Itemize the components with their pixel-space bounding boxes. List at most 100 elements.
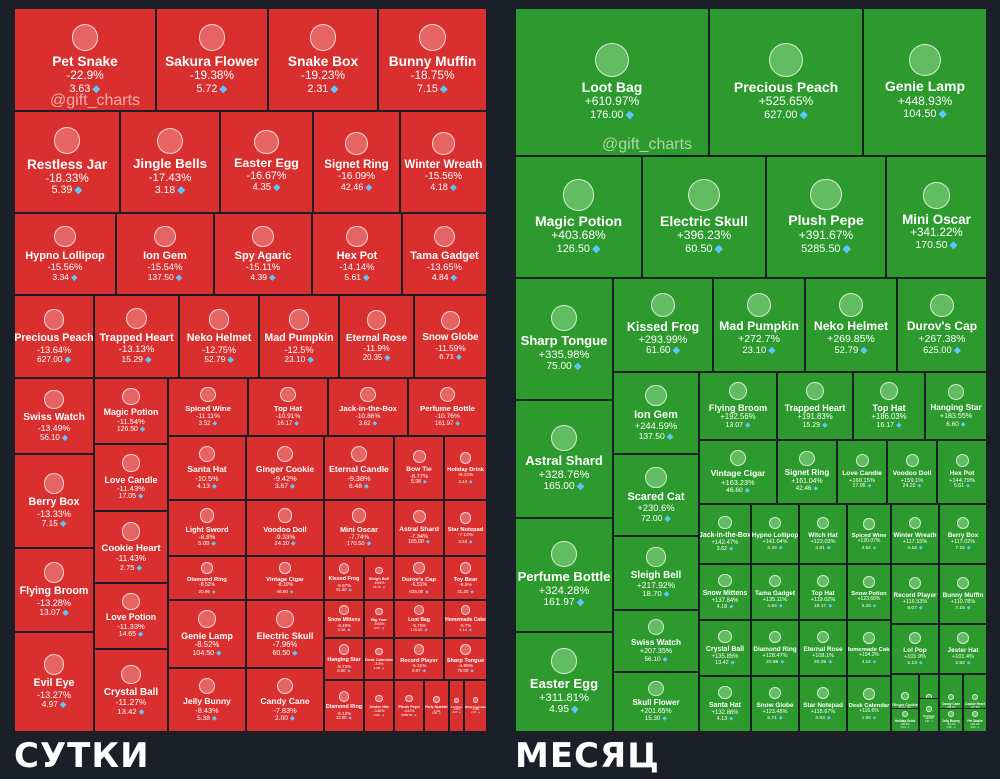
tile-price: 20.95 ◆ [765, 658, 785, 665]
treemap-tile: Jack-in-the-Box +142.47% 3.62 ◆ [699, 504, 751, 564]
tile-change: -11.43% [116, 483, 145, 493]
treemap-tile: Plush Pepe +391.67% 5285.50 ◆ [766, 156, 886, 278]
tile-label: Hanging Star [327, 656, 361, 663]
diamond-icon: ◆ [842, 242, 851, 255]
tile-price: 3.63 ◆ [69, 82, 101, 95]
tile-label: Magic Potion [534, 212, 623, 229]
gift-icon [350, 445, 368, 463]
treemap-tile: Homemade Cake +104.2% 4.14 ◆ [847, 620, 891, 676]
tile-price: 5285.50 ◆ [401, 712, 417, 717]
gift-icon [121, 664, 141, 685]
treemap-tile: Loot Bag -5.75% 176.00 ◆ [394, 600, 444, 638]
tile-price: 24.20 ◆ [274, 541, 296, 548]
tile-change: -5.75% [412, 622, 426, 628]
diamond-icon: ◆ [778, 544, 783, 551]
tile-price: 5.43 ◆ [861, 602, 877, 608]
tile-price: 61.60 ◆ [646, 345, 680, 357]
treemap-tile: Big Year -5.98% 3.07 ◆ [364, 600, 394, 638]
treemap-tile: Toy Bear -6.5% 31.20 ◆ [444, 556, 487, 600]
diamond-icon: ◆ [59, 699, 67, 710]
tile-price: 2.31 ◆ [307, 82, 339, 95]
tile-price: 161.97 ◆ [543, 597, 585, 609]
tile-price: 13.07 ◆ [39, 607, 69, 618]
tile-change: +93.2% [970, 723, 980, 727]
diamond-icon: ◆ [672, 345, 680, 357]
diamond-icon: ◆ [381, 625, 385, 630]
treemap-tile: Astral Shard +328.76% 165.00 ◆ [515, 400, 613, 518]
diamond-icon: ◆ [62, 607, 69, 618]
gift-icon [199, 508, 215, 523]
tile-change: -8.52% [194, 640, 220, 650]
tile-change: -3.9% [453, 707, 460, 711]
treemap-tile: Eternal Candle -9.38% 6.48 ◆ [324, 436, 394, 500]
tile-label: Jelly Bunny [942, 718, 960, 723]
treemap-tile: Hanging Star +183.55% 6.60 ◆ [925, 372, 987, 440]
gift-icon [338, 563, 350, 574]
treemap-tile: Flying Broom +192.56% 13.07 ◆ [699, 372, 777, 440]
treemap-tile: Kissed Frog -6.67% 61.60 ◆ [324, 556, 364, 600]
tile-label: Star Notepad [447, 526, 484, 533]
diamond-icon: ◆ [414, 712, 417, 717]
tile-label: Lol Pop [903, 647, 927, 655]
tile-label: Bow Tie [406, 466, 432, 474]
diamond-icon: ◆ [365, 181, 373, 192]
tile-price: 6.48 ◆ [348, 482, 370, 490]
tile-change: -8.43% [457, 473, 474, 479]
gift-icon [768, 574, 782, 588]
gift-icon [413, 643, 425, 655]
diamond-icon: ◆ [662, 655, 668, 663]
tile-label: Tama Gadget [754, 590, 795, 598]
treemap-tile: Berry Box -13.33% 7.15 ◆ [14, 454, 94, 548]
gift-icon [816, 630, 830, 644]
gift-icon [346, 225, 368, 247]
treemap-tile: Eternal Rose +108.1% 20.35 ◆ [799, 620, 847, 676]
gift-icon [198, 445, 216, 463]
tile-label: Neko Helmet [186, 331, 252, 344]
tile-price: 4.97 ◆ [41, 699, 67, 710]
treemap-tile: Evil Eye +96.8% 4.97 ◆ [919, 698, 939, 732]
tile-price: 4.84 ◆ [431, 271, 458, 282]
tile-label: Spiced Wine [185, 403, 231, 413]
tile-price: 5285.50 ◆ [801, 242, 851, 255]
tile-change: -8.10% [277, 582, 293, 589]
tile-change: +163.23% [721, 477, 755, 487]
tile-label: Restless Jar [26, 156, 108, 172]
diamond-icon: ◆ [307, 353, 314, 364]
tile-price: 4.14 ◆ [900, 725, 910, 729]
tile-price: 5.09 ◆ [198, 541, 216, 548]
tile-price: 16.17 ◆ [876, 421, 902, 429]
treemap-tile: Signet Ring +161.04% 42.46 ◆ [777, 440, 837, 504]
tile-price: 625.00 ◆ [409, 588, 429, 594]
tile-price: 5.61 ◆ [344, 271, 370, 282]
gift-icon [460, 643, 471, 655]
treemap-tile: Record Player -5.11% 8.07 ◆ [394, 638, 444, 680]
gift-icon [901, 710, 909, 717]
tile-price: 15.29 ◆ [802, 421, 828, 429]
gift-icon [806, 382, 824, 400]
tile-label: Spy Agaric [234, 249, 292, 262]
tile-price: 15.30 ◆ [644, 715, 668, 723]
tile-price: 104.50 ◆ [192, 649, 222, 657]
diamond-icon: ◆ [860, 344, 868, 356]
tile-change: +123.48% [762, 709, 788, 716]
diamond-icon: ◆ [138, 493, 144, 501]
diamond-icon: ◆ [455, 420, 461, 427]
gift-icon [71, 24, 99, 52]
treemap-tile: Winter Wreath +117.15% 4.18 ◆ [891, 504, 939, 564]
tile-price: 7.15 ◆ [955, 604, 971, 611]
treemap-tile: Santa Hat -10.5% 4.13 ◆ [168, 436, 246, 500]
treemap-tile: Restless Jar -18.33% 5.39 ◆ [14, 111, 120, 213]
treemap-tile: Perfume Bottle -10.76% 161.97 ◆ [408, 378, 487, 436]
treemap-tile: Voodoo Doll +159.1% 24.20 ◆ [887, 440, 937, 504]
diamond-icon: ◆ [872, 602, 877, 608]
treemap-tile: Sleigh Bell -6.64% 18.70 ◆ [364, 556, 394, 600]
tile-label: Snake Box [287, 54, 359, 70]
tile-change: -17.43% [148, 171, 192, 184]
gift-icon [688, 178, 720, 211]
tile-change: +101.9% [904, 654, 926, 661]
tile-change: +141.04% [762, 539, 788, 546]
gift-icon [276, 677, 294, 695]
gift-icon [419, 24, 446, 52]
tile-label: Top Hat [872, 402, 906, 413]
tile-label: Top Hat [273, 403, 303, 413]
